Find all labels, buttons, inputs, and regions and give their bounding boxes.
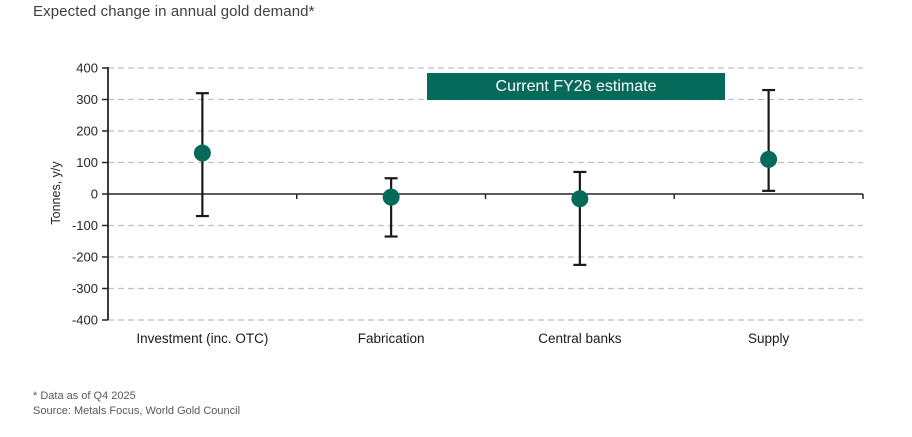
legend-box: Current FY26 estimate bbox=[427, 73, 725, 100]
y-tick-label: 100 bbox=[76, 155, 98, 170]
footnote-data-asof: * Data as of Q4 2025 bbox=[33, 390, 136, 402]
y-tick-label: 0 bbox=[91, 187, 98, 202]
chart-title: Expected change in annual gold demand* bbox=[33, 3, 315, 20]
estimate-point bbox=[382, 188, 400, 206]
estimate-point bbox=[193, 144, 211, 162]
category-label: Central banks bbox=[538, 331, 622, 346]
y-tick-label: -100 bbox=[72, 218, 98, 233]
y-tick-label: -200 bbox=[72, 250, 98, 265]
category-label: Supply bbox=[748, 331, 790, 346]
estimate-point bbox=[760, 150, 778, 168]
footnotes: * Data as of Q4 2025 Source: Metals Focu… bbox=[33, 389, 240, 418]
y-tick-label: -300 bbox=[72, 281, 98, 296]
category-label: Fabrication bbox=[358, 331, 425, 346]
y-tick-label: -400 bbox=[72, 313, 98, 328]
y-tick-label: 200 bbox=[76, 124, 98, 139]
estimate-point bbox=[571, 190, 589, 208]
y-tick-label: 400 bbox=[76, 61, 98, 76]
legend-label: Current FY26 estimate bbox=[495, 77, 657, 95]
y-tick-label: 300 bbox=[76, 92, 98, 107]
y-axis-title: Tonnes, y/y bbox=[49, 161, 63, 225]
footnote-source: Source: Metals Focus, World Gold Council bbox=[33, 404, 241, 417]
category-label: Investment (inc. OTC) bbox=[136, 331, 268, 346]
